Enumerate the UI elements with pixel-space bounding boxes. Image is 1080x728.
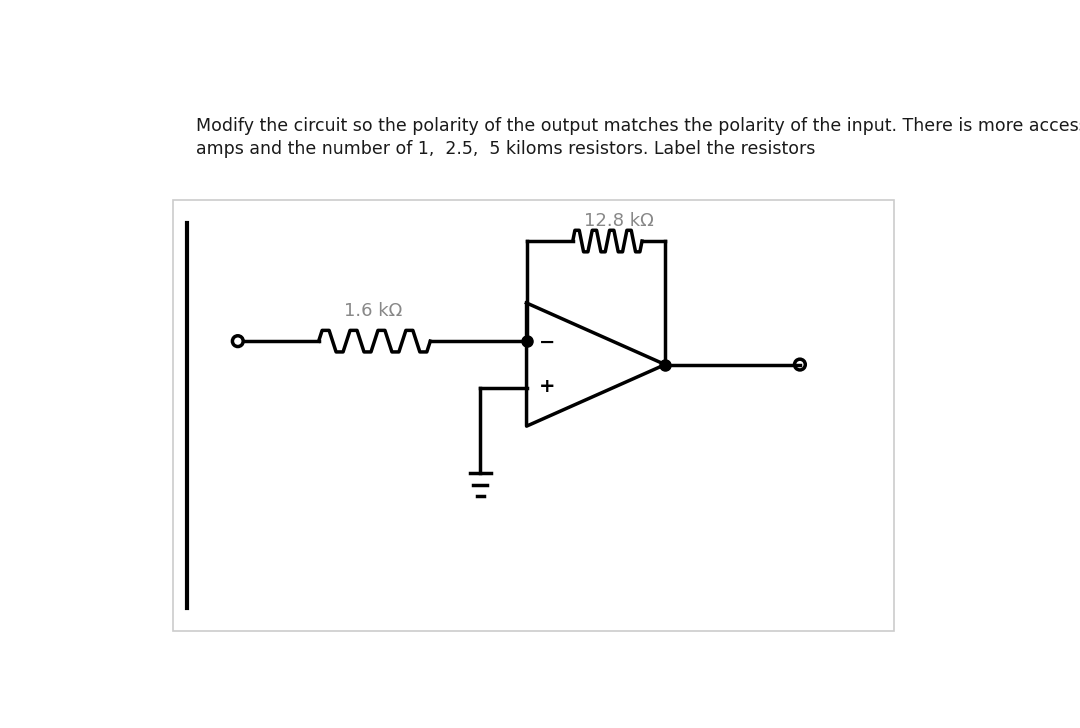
- Text: −: −: [539, 333, 555, 352]
- Bar: [173, 199, 894, 631]
- Text: 1.6 kΩ: 1.6 kΩ: [343, 301, 402, 320]
- Text: +: +: [539, 377, 555, 396]
- Text: Modify the circuit so the polarity of the output matches the polarity of the inp: Modify the circuit so the polarity of th…: [197, 116, 1080, 135]
- Text: amps and the number of 1,  2.5,  5 kiloms resistors. Label the resistors: amps and the number of 1, 2.5, 5 kiloms …: [197, 140, 815, 158]
- Text: 12.8 kΩ: 12.8 kΩ: [584, 213, 654, 230]
